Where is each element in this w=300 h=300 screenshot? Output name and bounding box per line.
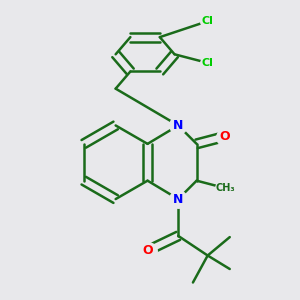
- Text: O: O: [220, 130, 230, 143]
- Text: Cl: Cl: [202, 58, 214, 68]
- Text: N: N: [173, 119, 183, 132]
- Text: O: O: [142, 244, 153, 257]
- Text: Cl: Cl: [202, 16, 214, 26]
- Text: N: N: [173, 193, 183, 206]
- Text: CH₃: CH₃: [215, 183, 235, 193]
